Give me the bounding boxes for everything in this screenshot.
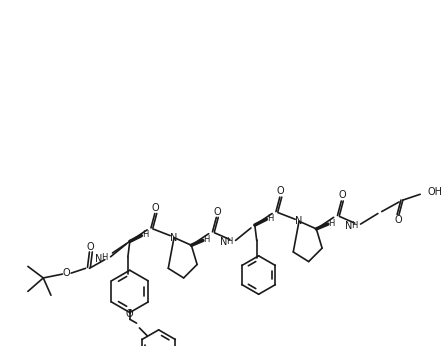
Text: H: H <box>267 214 273 223</box>
Text: N: N <box>95 254 103 264</box>
Text: OH: OH <box>428 187 441 197</box>
Text: H: H <box>204 235 210 244</box>
Text: O: O <box>63 268 70 278</box>
Text: O: O <box>339 190 346 200</box>
Text: N: N <box>220 237 228 247</box>
Text: O: O <box>213 207 221 217</box>
Text: H: H <box>329 219 335 228</box>
Text: O: O <box>126 310 134 319</box>
Text: O: O <box>86 242 94 252</box>
Text: H: H <box>101 253 108 262</box>
Text: O: O <box>394 215 402 225</box>
Text: N: N <box>170 233 178 243</box>
Text: O: O <box>152 203 160 213</box>
Text: H: H <box>351 221 358 229</box>
Text: O: O <box>277 186 284 196</box>
Text: H: H <box>142 230 148 239</box>
Text: N: N <box>295 216 303 226</box>
Text: N: N <box>345 221 353 231</box>
Text: H: H <box>227 237 233 246</box>
